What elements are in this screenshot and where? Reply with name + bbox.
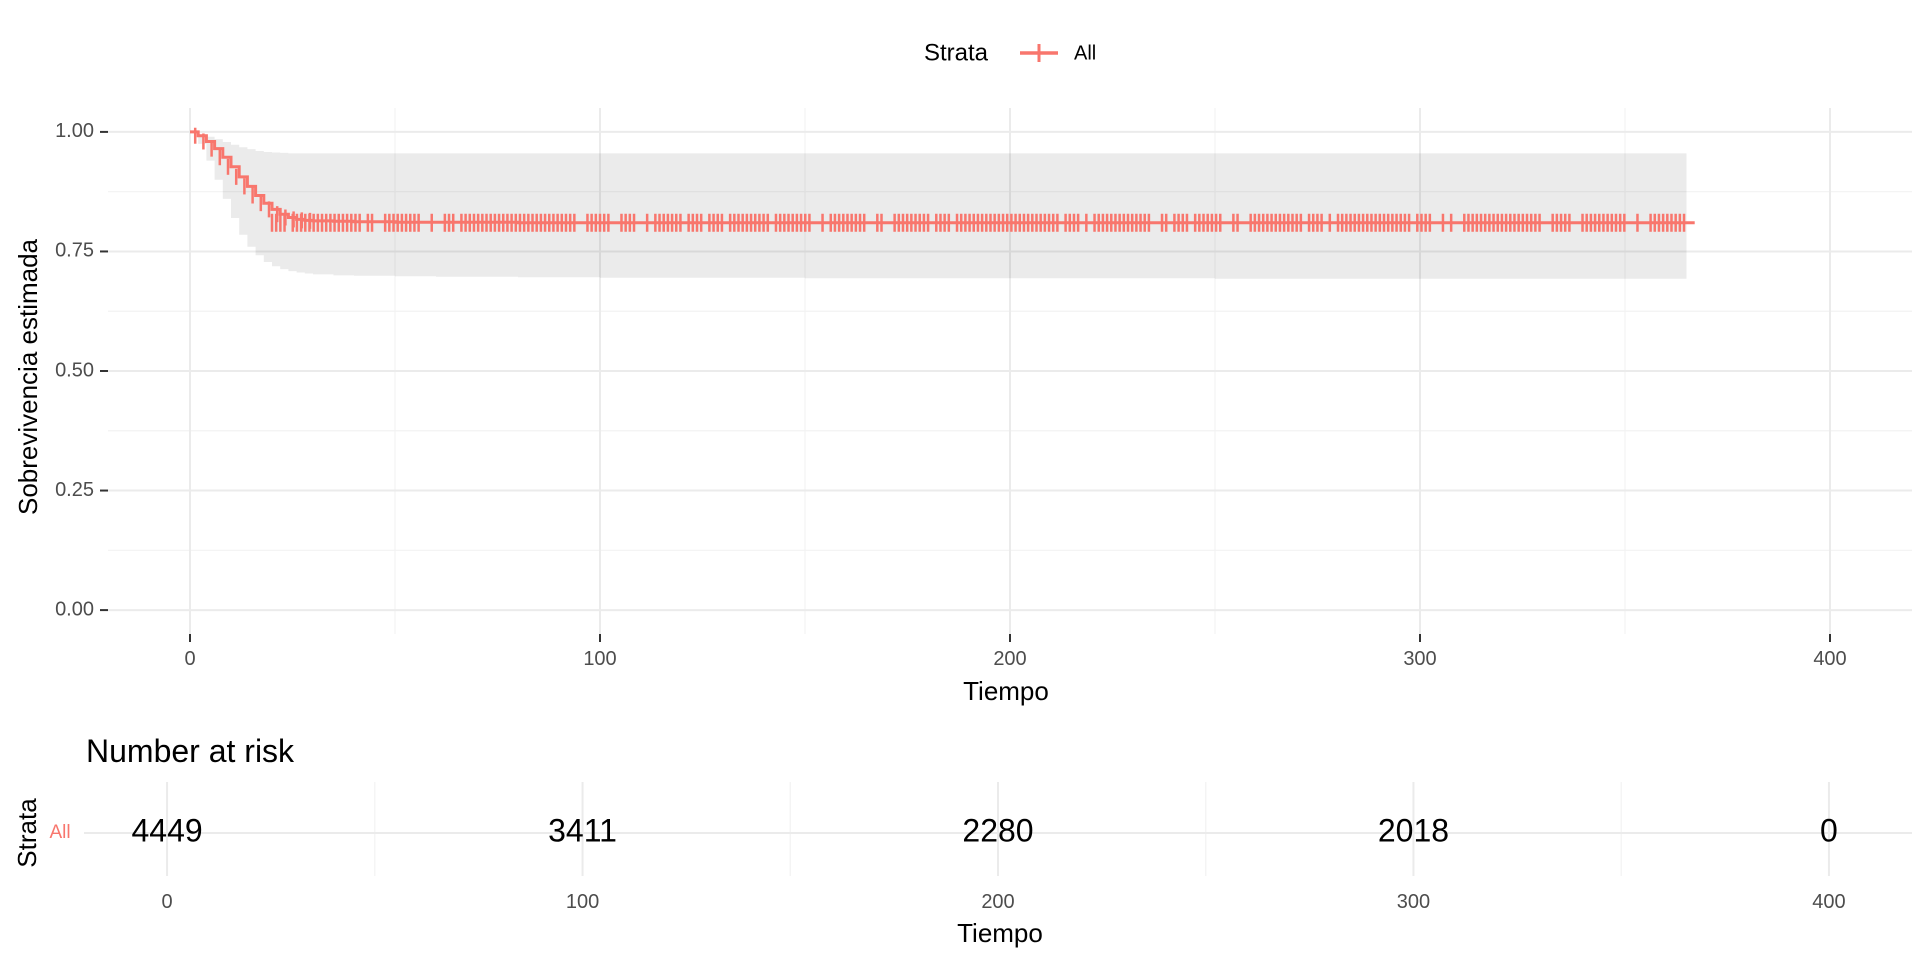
y-axis-label: Sobrevivencia estimada	[13, 238, 43, 515]
y-tick-label: 0.50	[55, 359, 94, 381]
x-axis-ticks: 0 100 200 300 400	[184, 634, 1847, 670]
risk-x-tick-label: 0	[162, 891, 173, 913]
risk-table-gridlines	[84, 782, 1912, 876]
risk-table-title: Number at risk	[86, 733, 295, 769]
risk-table: Number at risk 4449 3411 2280 2018 0 0 100 200…	[12, 733, 1912, 948]
survival-plot: 0.00 0.25 0.50 0.75 1.00 0 100 200 300 400 Tiemp…	[13, 108, 1912, 706]
risk-value: 0	[1820, 812, 1838, 848]
main-gridlines	[108, 108, 1912, 634]
risk-value: 4449	[131, 812, 202, 848]
y-tick-label: 1.00	[55, 120, 94, 142]
y-tick-label: 0.00	[55, 598, 94, 620]
risk-value: 2280	[962, 812, 1033, 848]
risk-x-tick-label: 400	[1812, 891, 1845, 913]
x-axis-label: Tiempo	[963, 676, 1049, 706]
confidence-band-area	[190, 131, 1687, 279]
x-tick-label: 300	[1403, 648, 1436, 670]
risk-table-x-axis-label: Tiempo	[957, 918, 1043, 948]
x-tick-label: 400	[1813, 648, 1846, 670]
y-tick-label: 0.25	[55, 479, 94, 501]
risk-value: 2018	[1378, 812, 1449, 848]
x-tick-label: 100	[583, 648, 616, 670]
x-tick-label: 0	[184, 648, 195, 670]
risk-x-tick-label: 300	[1397, 891, 1430, 913]
risk-table-y-axis-label: Strata	[12, 798, 42, 868]
legend-entry-all: All	[1074, 42, 1096, 64]
y-axis-ticks: 0.00 0.25 0.50 0.75 1.00	[55, 120, 108, 620]
y-tick-label: 0.75	[55, 240, 94, 262]
risk-x-tick-label: 200	[981, 891, 1014, 913]
risk-value: 3411	[548, 812, 617, 848]
risk-x-tick-label: 100	[566, 891, 599, 913]
censor-marks	[193, 127, 1686, 232]
legend: Strata All	[924, 39, 1096, 66]
risk-table-values: 4449 3411 2280 2018 0	[131, 812, 1837, 848]
risk-table-x-ticks: 0 100 200 300 400	[162, 891, 1846, 913]
risk-table-stratum-label: All	[49, 822, 70, 843]
legend-title: Strata	[924, 39, 989, 66]
x-tick-label: 200	[993, 648, 1026, 670]
confidence-band	[190, 131, 1687, 279]
